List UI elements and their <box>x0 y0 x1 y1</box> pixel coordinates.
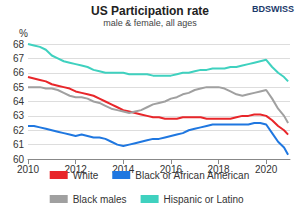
svg-text:62: 62 <box>13 125 25 136</box>
svg-text:2020: 2020 <box>255 164 278 175</box>
svg-text:63: 63 <box>13 110 25 121</box>
svg-text:64: 64 <box>13 96 25 107</box>
svg-text:US Participation rate: US Participation rate <box>91 4 209 18</box>
svg-text:68: 68 <box>13 39 25 50</box>
svg-text:66: 66 <box>13 67 25 78</box>
svg-text:White: White <box>73 170 99 181</box>
svg-text:2014: 2014 <box>112 163 135 175</box>
svg-text:%: % <box>19 28 28 39</box>
svg-text:67: 67 <box>13 53 25 64</box>
svg-text:male & female, all ages: male & female, all ages <box>103 18 197 28</box>
svg-text:60: 60 <box>12 153 24 165</box>
svg-text:Hispanic or Latino: Hispanic or Latino <box>164 194 244 205</box>
svg-text:65: 65 <box>13 82 25 93</box>
svg-text:BDSWISS: BDSWISS <box>252 4 294 14</box>
svg-text:2010: 2010 <box>17 164 40 175</box>
svg-text:61: 61 <box>13 139 25 150</box>
svg-text:Black or African American: Black or African American <box>135 170 249 181</box>
svg-text:Black males: Black males <box>73 194 127 205</box>
